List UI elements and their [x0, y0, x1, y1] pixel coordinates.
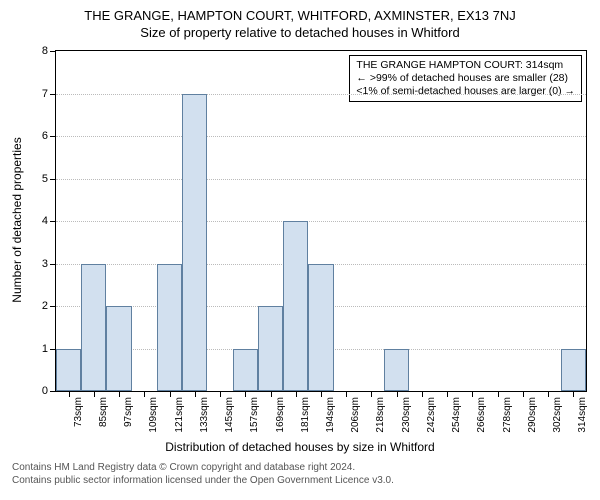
x-tick	[321, 391, 322, 397]
x-tick	[422, 391, 423, 397]
x-tick	[271, 391, 272, 397]
bar	[384, 349, 409, 392]
y-tick-label: 1	[42, 343, 48, 355]
x-tick	[397, 391, 398, 397]
x-tick	[498, 391, 499, 397]
x-tick	[245, 391, 246, 397]
legend-line: <1% of semi-detached houses are larger (…	[356, 85, 575, 98]
y-tick	[50, 264, 56, 265]
y-tick	[50, 136, 56, 137]
grid-line	[56, 221, 586, 222]
x-tick-label: 109sqm	[148, 397, 159, 433]
x-tick-label: 194sqm	[325, 397, 336, 433]
bar	[233, 349, 258, 392]
legend-box: THE GRANGE HAMPTON COURT: 314sqm ← >99% …	[349, 55, 582, 102]
x-axis-title: Distribution of detached houses by size …	[0, 440, 600, 454]
x-tick-label: 254sqm	[451, 397, 462, 433]
x-tick-label: 145sqm	[224, 397, 235, 433]
x-tick-label: 278sqm	[502, 397, 513, 433]
x-tick-label: 302sqm	[552, 397, 563, 433]
y-tick-label: 4	[42, 215, 48, 227]
y-tick	[50, 221, 56, 222]
y-tick	[50, 94, 56, 95]
x-tick	[170, 391, 171, 397]
x-tick	[371, 391, 372, 397]
grid-line	[56, 136, 586, 137]
chart-subtitle: Size of property relative to detached ho…	[0, 23, 600, 40]
x-tick-label: 218sqm	[375, 397, 386, 433]
y-tick-label: 0	[42, 385, 48, 397]
x-tick	[548, 391, 549, 397]
bar	[561, 349, 586, 392]
bar	[182, 94, 207, 392]
legend-line: THE GRANGE HAMPTON COURT: 314sqm	[356, 59, 575, 72]
x-tick	[69, 391, 70, 397]
x-tick	[119, 391, 120, 397]
bar	[308, 264, 333, 392]
bar	[258, 306, 283, 391]
x-tick	[195, 391, 196, 397]
x-tick-label: 85sqm	[98, 397, 109, 427]
x-tick-label: 242sqm	[426, 397, 437, 433]
y-tick-label: 6	[42, 130, 48, 142]
x-tick-label: 206sqm	[350, 397, 361, 433]
x-tick	[144, 391, 145, 397]
grid-line	[56, 179, 586, 180]
x-tick-label: 314sqm	[577, 397, 588, 433]
grid-line	[56, 94, 586, 95]
x-tick	[346, 391, 347, 397]
bar	[157, 264, 182, 392]
y-tick-label: 2	[42, 300, 48, 312]
y-tick-label: 8	[42, 45, 48, 57]
y-tick-label: 5	[42, 173, 48, 185]
x-tick-label: 133sqm	[199, 397, 210, 433]
x-tick-label: 157sqm	[249, 397, 260, 433]
x-tick	[523, 391, 524, 397]
y-tick	[50, 391, 56, 392]
x-tick-label: 169sqm	[275, 397, 286, 433]
x-tick-label: 266sqm	[476, 397, 487, 433]
x-tick	[472, 391, 473, 397]
footer-attribution: Contains HM Land Registry data © Crown c…	[12, 462, 394, 487]
bar	[81, 264, 106, 392]
x-tick-label: 97sqm	[123, 397, 134, 427]
plot-area: THE GRANGE HAMPTON COURT: 314sqm ← >99% …	[55, 50, 587, 392]
chart-container: THE GRANGE, HAMPTON COURT, WHITFORD, AXM…	[0, 0, 600, 500]
bar	[106, 306, 131, 391]
x-tick-label: 121sqm	[174, 397, 185, 433]
x-tick	[447, 391, 448, 397]
x-tick-label: 181sqm	[300, 397, 311, 433]
bar	[56, 349, 81, 392]
y-tick	[50, 179, 56, 180]
y-tick-label: 3	[42, 258, 48, 270]
y-tick-label: 7	[42, 88, 48, 100]
x-tick	[573, 391, 574, 397]
x-tick-label: 73sqm	[73, 397, 84, 427]
y-tick	[50, 51, 56, 52]
x-tick	[94, 391, 95, 397]
footer-line: Contains HM Land Registry data © Crown c…	[12, 462, 394, 475]
bar	[283, 221, 308, 391]
footer-line: Contains public sector information licen…	[12, 475, 394, 488]
x-tick	[296, 391, 297, 397]
x-tick-label: 290sqm	[527, 397, 538, 433]
x-tick-label: 230sqm	[401, 397, 412, 433]
y-axis-title: Number of detached properties	[10, 137, 24, 302]
legend-line: ← >99% of detached houses are smaller (2…	[356, 72, 575, 85]
y-tick	[50, 306, 56, 307]
x-tick	[220, 391, 221, 397]
chart-title: THE GRANGE, HAMPTON COURT, WHITFORD, AXM…	[0, 0, 600, 23]
